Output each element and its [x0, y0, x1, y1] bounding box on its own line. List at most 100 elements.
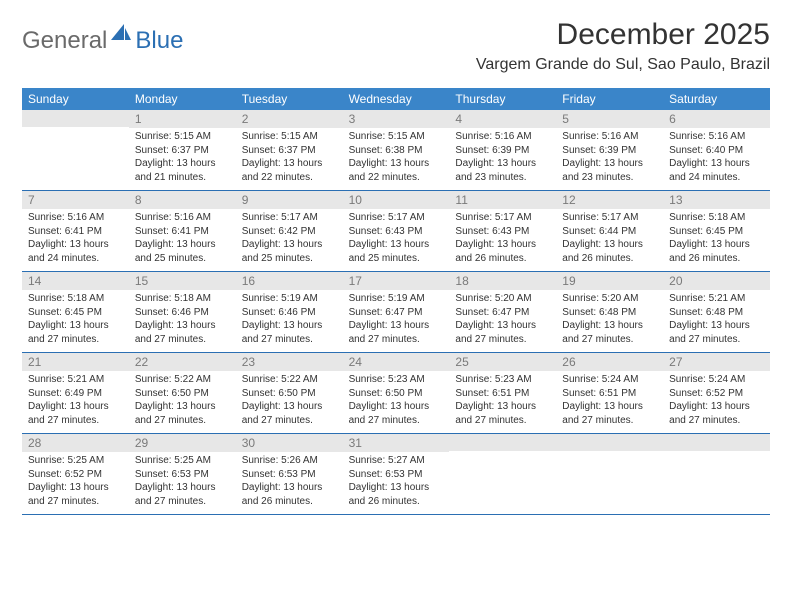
- sunrise-text: Sunrise: 5:24 AM: [562, 373, 657, 387]
- sunset-text: Sunset: 6:40 PM: [669, 144, 764, 158]
- cell-body: [22, 127, 129, 185]
- sunrise-text: Sunrise: 5:16 AM: [455, 130, 550, 144]
- sunrise-text: Sunrise: 5:20 AM: [455, 292, 550, 306]
- date-number: 30: [236, 434, 343, 452]
- calendar-cell: 24Sunrise: 5:23 AMSunset: 6:50 PMDayligh…: [343, 353, 450, 433]
- daylight1-text: Daylight: 13 hours: [669, 400, 764, 414]
- date-number: 18: [449, 272, 556, 290]
- calendar-cell: 19Sunrise: 5:20 AMSunset: 6:48 PMDayligh…: [556, 272, 663, 352]
- logo-text-general: General: [22, 27, 107, 55]
- date-number: 16: [236, 272, 343, 290]
- cell-body: Sunrise: 5:19 AMSunset: 6:46 PMDaylight:…: [236, 290, 343, 352]
- sunrise-text: Sunrise: 5:15 AM: [349, 130, 444, 144]
- calendar-cell: 30Sunrise: 5:26 AMSunset: 6:53 PMDayligh…: [236, 434, 343, 514]
- sunset-text: Sunset: 6:52 PM: [28, 468, 123, 482]
- daylight2-text: and 22 minutes.: [242, 171, 337, 185]
- daylight1-text: Daylight: 13 hours: [135, 319, 230, 333]
- calendar-cell: [449, 434, 556, 514]
- daylight1-text: Daylight: 13 hours: [349, 481, 444, 495]
- cell-body: Sunrise: 5:16 AMSunset: 6:39 PMDaylight:…: [556, 128, 663, 190]
- daylight2-text: and 27 minutes.: [562, 414, 657, 428]
- sunrise-text: Sunrise: 5:24 AM: [669, 373, 764, 387]
- sunrise-text: Sunrise: 5:23 AM: [455, 373, 550, 387]
- calendar-week: 7Sunrise: 5:16 AMSunset: 6:41 PMDaylight…: [22, 191, 770, 272]
- daylight1-text: Daylight: 13 hours: [28, 238, 123, 252]
- calendar-cell: 2Sunrise: 5:15 AMSunset: 6:37 PMDaylight…: [236, 110, 343, 190]
- daylight2-text: and 27 minutes.: [562, 333, 657, 347]
- daylight2-text: and 23 minutes.: [455, 171, 550, 185]
- calendar-cell: 27Sunrise: 5:24 AMSunset: 6:52 PMDayligh…: [663, 353, 770, 433]
- daylight1-text: Daylight: 13 hours: [455, 238, 550, 252]
- day-header-row: Sunday Monday Tuesday Wednesday Thursday…: [22, 88, 770, 110]
- calendar-cell: 12Sunrise: 5:17 AMSunset: 6:44 PMDayligh…: [556, 191, 663, 271]
- daylight1-text: Daylight: 13 hours: [562, 400, 657, 414]
- sunset-text: Sunset: 6:46 PM: [135, 306, 230, 320]
- sunset-text: Sunset: 6:46 PM: [242, 306, 337, 320]
- sunrise-text: Sunrise: 5:22 AM: [135, 373, 230, 387]
- sunrise-text: Sunrise: 5:18 AM: [28, 292, 123, 306]
- sunrise-text: Sunrise: 5:20 AM: [562, 292, 657, 306]
- date-number: 2: [236, 110, 343, 128]
- daylight1-text: Daylight: 13 hours: [349, 157, 444, 171]
- cell-body: Sunrise: 5:21 AMSunset: 6:49 PMDaylight:…: [22, 371, 129, 433]
- calendar-cell: [556, 434, 663, 514]
- sunrise-text: Sunrise: 5:26 AM: [242, 454, 337, 468]
- sunrise-text: Sunrise: 5:21 AM: [669, 292, 764, 306]
- day-header: Thursday: [449, 88, 556, 110]
- daylight1-text: Daylight: 13 hours: [562, 319, 657, 333]
- daylight1-text: Daylight: 13 hours: [135, 481, 230, 495]
- daylight2-text: and 27 minutes.: [669, 333, 764, 347]
- calendar-cell: 11Sunrise: 5:17 AMSunset: 6:43 PMDayligh…: [449, 191, 556, 271]
- date-number: [22, 110, 129, 127]
- sunrise-text: Sunrise: 5:18 AM: [669, 211, 764, 225]
- cell-body: Sunrise: 5:25 AMSunset: 6:53 PMDaylight:…: [129, 452, 236, 514]
- calendar-cell: [663, 434, 770, 514]
- cell-body: [663, 451, 770, 509]
- date-number: 21: [22, 353, 129, 371]
- date-number: 5: [556, 110, 663, 128]
- sunset-text: Sunset: 6:53 PM: [242, 468, 337, 482]
- daylight1-text: Daylight: 13 hours: [135, 238, 230, 252]
- daylight2-text: and 22 minutes.: [349, 171, 444, 185]
- sunrise-text: Sunrise: 5:16 AM: [669, 130, 764, 144]
- calendar-cell: 26Sunrise: 5:24 AMSunset: 6:51 PMDayligh…: [556, 353, 663, 433]
- date-number: 28: [22, 434, 129, 452]
- daylight1-text: Daylight: 13 hours: [242, 238, 337, 252]
- date-number: 29: [129, 434, 236, 452]
- calendar-cell: 20Sunrise: 5:21 AMSunset: 6:48 PMDayligh…: [663, 272, 770, 352]
- sunset-text: Sunset: 6:48 PM: [562, 306, 657, 320]
- calendar-cell: 9Sunrise: 5:17 AMSunset: 6:42 PMDaylight…: [236, 191, 343, 271]
- day-header: Friday: [556, 88, 663, 110]
- day-header: Sunday: [22, 88, 129, 110]
- daylight2-text: and 27 minutes.: [135, 414, 230, 428]
- calendar-cell: 5Sunrise: 5:16 AMSunset: 6:39 PMDaylight…: [556, 110, 663, 190]
- sunset-text: Sunset: 6:45 PM: [28, 306, 123, 320]
- sunrise-text: Sunrise: 5:17 AM: [349, 211, 444, 225]
- cell-body: Sunrise: 5:15 AMSunset: 6:37 PMDaylight:…: [129, 128, 236, 190]
- sunset-text: Sunset: 6:51 PM: [455, 387, 550, 401]
- cell-body: Sunrise: 5:22 AMSunset: 6:50 PMDaylight:…: [129, 371, 236, 433]
- month-title: December 2025: [476, 18, 770, 52]
- calendar-cell: 14Sunrise: 5:18 AMSunset: 6:45 PMDayligh…: [22, 272, 129, 352]
- daylight2-text: and 27 minutes.: [349, 333, 444, 347]
- daylight1-text: Daylight: 13 hours: [28, 481, 123, 495]
- calendar-cell: 17Sunrise: 5:19 AMSunset: 6:47 PMDayligh…: [343, 272, 450, 352]
- sunset-text: Sunset: 6:50 PM: [242, 387, 337, 401]
- cell-body: Sunrise: 5:16 AMSunset: 6:41 PMDaylight:…: [129, 209, 236, 271]
- logo: General Blue: [22, 24, 183, 57]
- calendar-cell: 31Sunrise: 5:27 AMSunset: 6:53 PMDayligh…: [343, 434, 450, 514]
- daylight1-text: Daylight: 13 hours: [562, 157, 657, 171]
- daylight1-text: Daylight: 13 hours: [669, 157, 764, 171]
- sunset-text: Sunset: 6:38 PM: [349, 144, 444, 158]
- day-header: Tuesday: [236, 88, 343, 110]
- sunrise-text: Sunrise: 5:21 AM: [28, 373, 123, 387]
- sunset-text: Sunset: 6:41 PM: [135, 225, 230, 239]
- calendar-cell: 22Sunrise: 5:22 AMSunset: 6:50 PMDayligh…: [129, 353, 236, 433]
- date-number: [556, 434, 663, 451]
- sunset-text: Sunset: 6:49 PM: [28, 387, 123, 401]
- cell-body: Sunrise: 5:16 AMSunset: 6:39 PMDaylight:…: [449, 128, 556, 190]
- calendar-cell: [22, 110, 129, 190]
- cell-body: Sunrise: 5:25 AMSunset: 6:52 PMDaylight:…: [22, 452, 129, 514]
- daylight1-text: Daylight: 13 hours: [455, 319, 550, 333]
- sunrise-text: Sunrise: 5:17 AM: [242, 211, 337, 225]
